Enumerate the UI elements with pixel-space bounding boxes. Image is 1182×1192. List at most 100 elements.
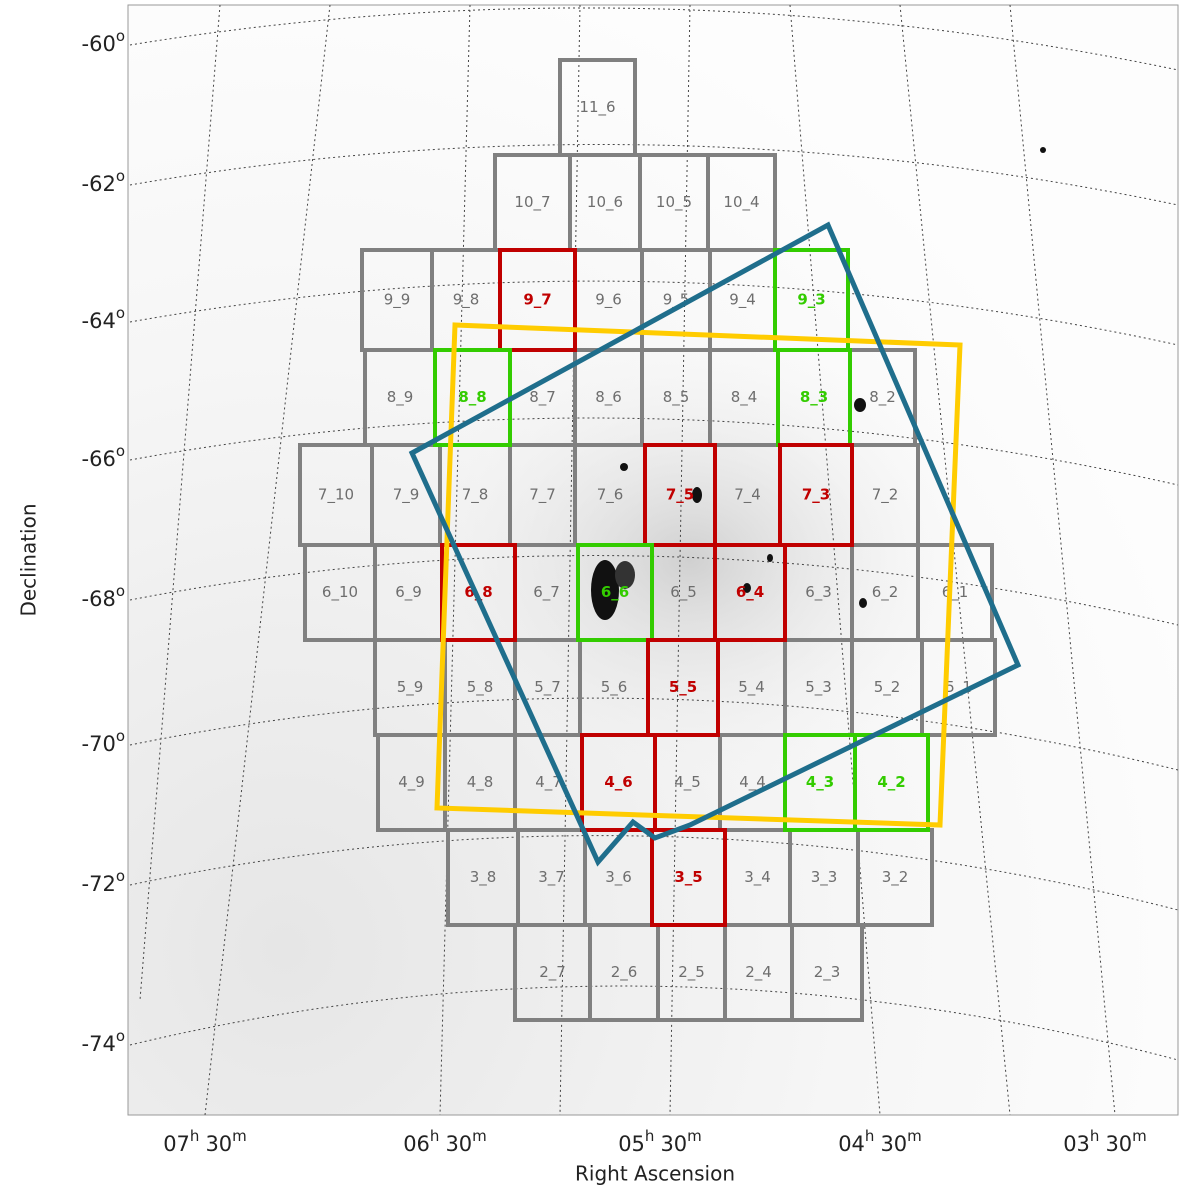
tile-label: 4_6 bbox=[604, 773, 632, 791]
tile-label: 5_4 bbox=[738, 678, 765, 697]
dec-tick-label: -68o bbox=[82, 582, 126, 612]
dec-tick-label: -74o bbox=[82, 1027, 126, 1057]
tile-label: 4_5 bbox=[674, 773, 701, 792]
tile-label: 6_2 bbox=[872, 583, 899, 602]
ra-hours: 04 bbox=[838, 1132, 865, 1156]
tile-label: 6_5 bbox=[670, 583, 697, 602]
tile-label: 7_5 bbox=[666, 486, 694, 504]
y-axis-label: Declination bbox=[17, 503, 41, 616]
tile-label: 9_9 bbox=[384, 291, 411, 310]
dec-tick-label: -62o bbox=[82, 167, 126, 197]
dec-value: -60 bbox=[82, 32, 116, 56]
tile-label: 2_4 bbox=[745, 963, 772, 982]
degree-sign: o bbox=[116, 304, 125, 322]
hour-sign: h bbox=[645, 1127, 655, 1145]
degree-sign: o bbox=[116, 582, 125, 600]
tile-label: 7_3 bbox=[802, 486, 830, 504]
tile-label: 7_10 bbox=[318, 486, 354, 505]
ra-minutes: 30 bbox=[880, 1132, 907, 1156]
tile-label: 10_4 bbox=[723, 193, 759, 212]
x-axis-label: Right Ascension bbox=[575, 1162, 735, 1186]
tile-label: 8_5 bbox=[663, 388, 690, 407]
tile-label: 10_5 bbox=[656, 193, 692, 212]
tile-label: 8_4 bbox=[731, 388, 758, 407]
degree-sign: o bbox=[116, 867, 125, 885]
tile-label: 9_4 bbox=[729, 291, 756, 310]
tile-label: 6_6 bbox=[601, 583, 629, 601]
dec-tick-label: -66o bbox=[82, 442, 126, 472]
tile-label: 3_8 bbox=[470, 868, 497, 887]
tile-label: 7_4 bbox=[734, 486, 761, 505]
dec-tick-label: -70o bbox=[82, 727, 126, 757]
dec-tick-label: -60o bbox=[82, 27, 126, 57]
tile-label: 2_6 bbox=[611, 963, 638, 982]
tile-label: 10_7 bbox=[514, 193, 550, 212]
ra-hours: 06 bbox=[403, 1132, 430, 1156]
minute-sign: m bbox=[232, 1127, 247, 1145]
degree-sign: o bbox=[116, 727, 125, 745]
ra-tick-label: 07h 30m bbox=[163, 1127, 247, 1157]
tile-label: 7_7 bbox=[529, 486, 556, 505]
tile-label: 7_9 bbox=[393, 486, 420, 505]
degree-sign: o bbox=[116, 167, 125, 185]
sky-map: 11_610_710_610_510_49_99_89_69_59_48_98_… bbox=[0, 0, 1182, 1192]
tile-label: 5_8 bbox=[467, 678, 494, 697]
tile-label: 6_9 bbox=[395, 583, 422, 602]
tile-label: 8_2 bbox=[869, 388, 896, 407]
tile-label: 6_10 bbox=[322, 583, 358, 602]
tile-label: 4_9 bbox=[398, 773, 425, 792]
minute-sign: m bbox=[1132, 1127, 1147, 1145]
ra-tick-label: 05h 30m bbox=[618, 1127, 702, 1157]
tile-label: 6_4 bbox=[736, 583, 764, 601]
dec-tick-label: -72o bbox=[82, 867, 126, 897]
tile-label: 7_6 bbox=[597, 486, 624, 505]
minute-sign: m bbox=[472, 1127, 487, 1145]
tile-label: 9_3 bbox=[797, 291, 825, 309]
ra-hours: 07 bbox=[163, 1132, 190, 1156]
dec-value: -72 bbox=[82, 872, 116, 896]
tile-label: 5_2 bbox=[874, 678, 901, 697]
tile-label: 4_2 bbox=[877, 773, 905, 791]
tile-label: 8_9 bbox=[387, 388, 414, 407]
hour-sign: h bbox=[430, 1127, 440, 1145]
tile-label: 5_3 bbox=[805, 678, 832, 697]
tile-label: 8_7 bbox=[529, 388, 556, 407]
tile-label: 6_3 bbox=[805, 583, 832, 602]
dec-value: -70 bbox=[82, 732, 116, 756]
tile-label: 8_8 bbox=[458, 388, 486, 406]
tile-label: 3_5 bbox=[674, 868, 702, 886]
tile-label: 2_7 bbox=[539, 963, 566, 982]
tile-label: 4_8 bbox=[467, 773, 494, 792]
tile-label: 9_7 bbox=[523, 291, 551, 309]
hour-sign: h bbox=[865, 1127, 875, 1145]
tile-label: 9_8 bbox=[453, 291, 480, 310]
ra-minutes: 30 bbox=[205, 1132, 232, 1156]
tile-label: 3_6 bbox=[605, 868, 632, 887]
dec-value: -62 bbox=[82, 172, 116, 196]
ra-hours: 03 bbox=[1063, 1132, 1090, 1156]
ra-tick-label: 04h 30m bbox=[838, 1127, 922, 1157]
ra-hours: 05 bbox=[618, 1132, 645, 1156]
tile-label: 9_6 bbox=[595, 291, 622, 310]
dec-value: -66 bbox=[82, 447, 116, 471]
degree-sign: o bbox=[116, 442, 125, 460]
degree-sign: o bbox=[116, 1027, 125, 1045]
ra-tick-label: 06h 30m bbox=[403, 1127, 487, 1157]
tile-label: 11_6 bbox=[579, 98, 615, 117]
hour-sign: h bbox=[190, 1127, 200, 1145]
tile-label: 2_3 bbox=[814, 963, 841, 982]
degree-sign: o bbox=[116, 27, 125, 45]
tile-label: 6_1 bbox=[942, 583, 969, 602]
ra-minutes: 30 bbox=[445, 1132, 472, 1156]
tile-label: 3_3 bbox=[811, 868, 838, 887]
dec-value: -64 bbox=[82, 309, 116, 333]
hour-sign: h bbox=[1090, 1127, 1100, 1145]
tile-label: 7_2 bbox=[872, 486, 899, 505]
minute-sign: m bbox=[907, 1127, 922, 1145]
ra-minutes: 30 bbox=[660, 1132, 687, 1156]
tile-label: 5_9 bbox=[397, 678, 424, 697]
tile-label: 4_3 bbox=[806, 773, 834, 791]
tile-label: 10_6 bbox=[587, 193, 623, 212]
tile-label: 3_4 bbox=[744, 868, 771, 887]
minute-sign: m bbox=[687, 1127, 702, 1145]
